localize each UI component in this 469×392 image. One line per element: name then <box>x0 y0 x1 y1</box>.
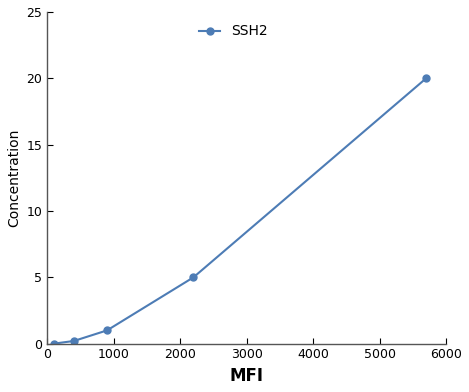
Y-axis label: Concentration: Concentration <box>7 129 21 227</box>
SSH2 <box>424 76 429 81</box>
SSH2 <box>71 339 76 343</box>
SSH2 <box>191 275 197 279</box>
SSH2 <box>51 341 57 346</box>
SSH2 <box>104 328 110 333</box>
Line: SSH2: SSH2 <box>50 75 430 347</box>
Legend: SSH2: SSH2 <box>194 19 273 44</box>
X-axis label: MFI: MFI <box>230 367 264 385</box>
